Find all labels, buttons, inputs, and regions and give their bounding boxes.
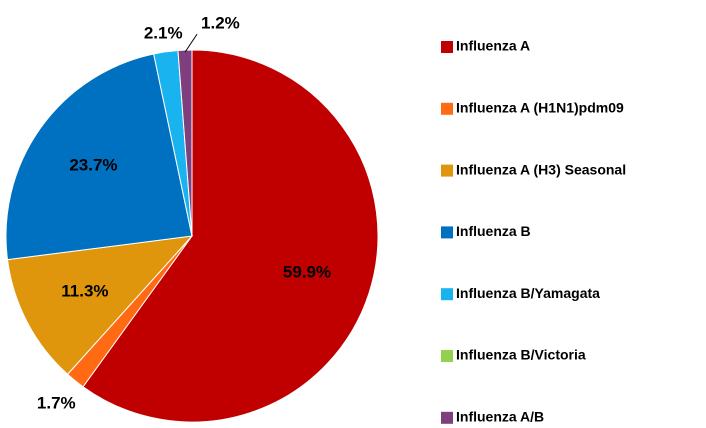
- legend-label: Influenza A (H1N1)pdm09: [456, 100, 624, 116]
- legend-label: Influenza B/Yamagata: [456, 285, 600, 301]
- legend-swatch: [441, 411, 453, 424]
- pie-slice: [177, 49, 193, 237]
- legend-swatch: [441, 226, 453, 239]
- value-label: 2.1%: [144, 24, 183, 43]
- value-label: 11.3%: [61, 282, 108, 301]
- pie-slice: [6, 235, 194, 375]
- legend-label: Influenza A (H3) Seasonal: [456, 161, 626, 177]
- legend-swatch: [441, 288, 453, 301]
- legend-label: Influenza A/B: [456, 409, 544, 425]
- legend-label: Influenza B/Victoria: [456, 347, 586, 363]
- pie-slice: [82, 49, 379, 423]
- value-label: 1.2%: [201, 14, 240, 33]
- value-label: 1.7%: [37, 394, 76, 413]
- legend-swatch: [441, 164, 453, 177]
- leader-line: [184, 33, 198, 53]
- legend-swatch: [441, 350, 453, 362]
- legend-label: Influenza A: [456, 38, 530, 54]
- legend-label: Influenza B: [456, 223, 531, 239]
- legend-swatch: [441, 41, 453, 53]
- value-label: 59.9%: [283, 263, 331, 282]
- legend-swatch: [441, 102, 453, 115]
- value-label: 23.7%: [69, 155, 117, 174]
- pie-slice: [5, 53, 193, 261]
